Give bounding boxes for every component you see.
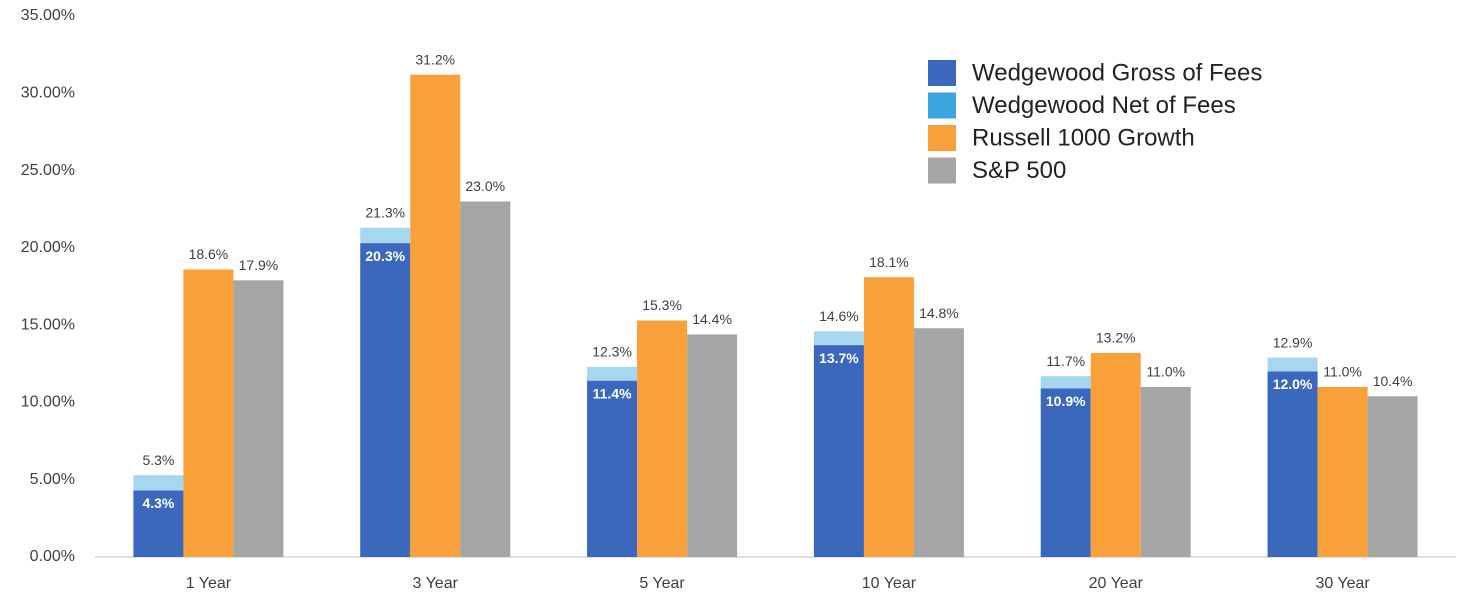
bar <box>1367 396 1418 557</box>
legend-label: S&P 500 <box>972 157 1066 184</box>
bar <box>863 277 914 557</box>
bar <box>813 345 864 557</box>
data-label: 31.2% <box>415 51 455 67</box>
data-label: 12.0% <box>1273 376 1313 392</box>
y-tick-label: 20.00% <box>21 239 75 256</box>
data-label: 4.3% <box>142 495 174 511</box>
data-label: 5.3% <box>142 452 174 468</box>
bar <box>410 74 461 557</box>
x-tick-label: 5 Year <box>639 575 685 592</box>
x-tick-label: 10 Year <box>862 575 917 592</box>
data-label: 17.9% <box>239 257 279 273</box>
bar <box>1040 388 1091 557</box>
bar <box>913 328 964 557</box>
data-label: 10.4% <box>1373 373 1413 389</box>
bar <box>133 490 184 557</box>
bar <box>587 380 638 557</box>
bar <box>1090 352 1141 557</box>
data-label: 11.7% <box>1046 353 1085 369</box>
data-label: 10.9% <box>1046 393 1086 409</box>
data-label: 12.3% <box>592 344 632 360</box>
data-label: 18.1% <box>869 254 909 270</box>
y-tick-label: 0.00% <box>30 548 75 565</box>
data-label: 20.3% <box>365 248 405 264</box>
data-label: 18.6% <box>189 246 229 262</box>
bar <box>637 320 688 557</box>
legend-label: Wedgewood Gross of Fees <box>972 59 1262 86</box>
data-label: 11.4% <box>593 385 632 401</box>
data-label: 12.9% <box>1273 334 1313 350</box>
y-tick-label: 25.00% <box>21 162 75 179</box>
x-tick-label: 3 Year <box>413 575 459 592</box>
data-label: 11.0% <box>1323 364 1362 380</box>
data-label: 14.6% <box>819 308 859 324</box>
bar <box>183 269 234 557</box>
bar <box>1317 386 1368 557</box>
y-tick-label: 30.00% <box>21 85 75 102</box>
data-label: 23.0% <box>465 178 505 194</box>
bar <box>460 201 511 557</box>
bar <box>360 243 411 557</box>
y-tick-label: 10.00% <box>21 394 75 411</box>
data-label: 15.3% <box>642 297 682 313</box>
y-tick-label: 35.00% <box>21 7 75 24</box>
bar <box>687 334 738 557</box>
data-label: 13.2% <box>1096 330 1136 346</box>
y-tick-label: 15.00% <box>21 316 75 333</box>
data-label: 11.0% <box>1146 364 1185 380</box>
data-label: 14.8% <box>919 305 959 321</box>
bar <box>1267 371 1318 557</box>
bar <box>233 280 284 557</box>
y-tick-label: 5.00% <box>30 471 75 488</box>
legend-label: Wedgewood Net of Fees <box>972 92 1236 119</box>
legend-swatch <box>928 60 956 86</box>
legend-swatch <box>928 92 956 119</box>
x-tick-label: 30 Year <box>1315 575 1370 592</box>
legend-swatch <box>928 157 956 184</box>
data-label: 21.3% <box>365 204 405 220</box>
data-label: 13.7% <box>819 350 859 366</box>
bar <box>1140 386 1191 557</box>
legend-swatch <box>928 125 956 151</box>
x-tick-label: 1 Year <box>186 575 232 592</box>
x-tick-label: 20 Year <box>1089 575 1144 592</box>
legend-label: Russell 1000 Growth <box>972 124 1195 151</box>
data-label: 14.4% <box>692 311 732 327</box>
